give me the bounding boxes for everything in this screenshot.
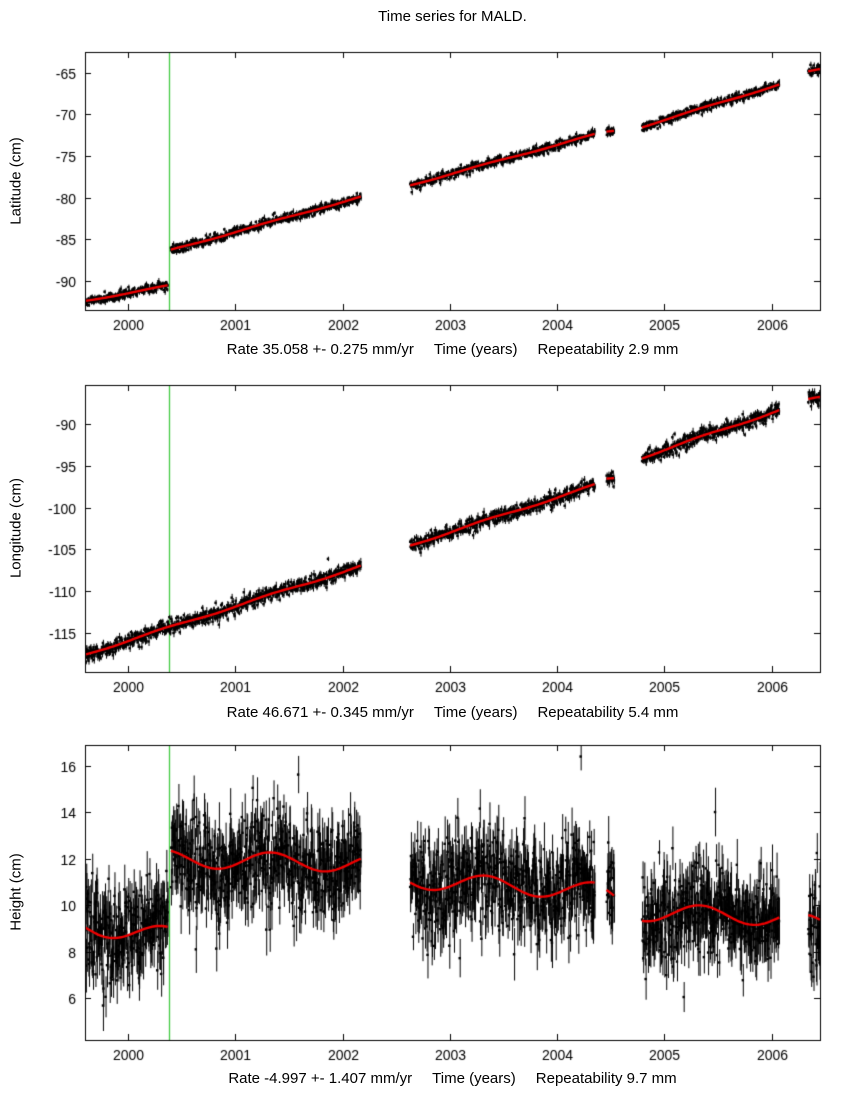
longitude-x-axis-label: Time (years) — [433, 704, 518, 721]
latitude-caption: Rate 35.058 +- 0.275 mm/yr Time (years) Re… — [85, 341, 820, 358]
height-rate-label: Rate -4.997 +- 1.407 mm/yr — [228, 1070, 413, 1087]
height-caption: Rate -4.997 +- 1.407 mm/yr Time (years) Re… — [85, 1070, 820, 1087]
height-x-axis-label: Time (years) — [432, 1070, 516, 1087]
page-title: Time series for MALD. — [378, 8, 527, 25]
longitude-axis-label: Longitude (cm) — [7, 477, 25, 579]
latitude-rate-label: Rate 35.058 +- 0.275 mm/yr — [226, 341, 414, 358]
latitude-x-axis-label: Time (years) — [433, 341, 518, 358]
latitude-axis-label: Latitude (cm) — [7, 137, 25, 225]
latitude-repeatability-label: Repeatability 2.9 mm — [537, 341, 679, 358]
longitude-repeatability-label: Repeatability 5.4 mm — [537, 704, 679, 721]
longitude-caption: Rate 46.671 +- 0.345 mm/yr Time (years) Re… — [85, 704, 820, 721]
height-repeatability-label: Repeatability 9.7 mm — [535, 1070, 677, 1087]
height-axis-label: Height (cm) — [7, 853, 25, 931]
longitude-rate-label: Rate 46.671 +- 0.345 mm/yr — [226, 704, 414, 721]
